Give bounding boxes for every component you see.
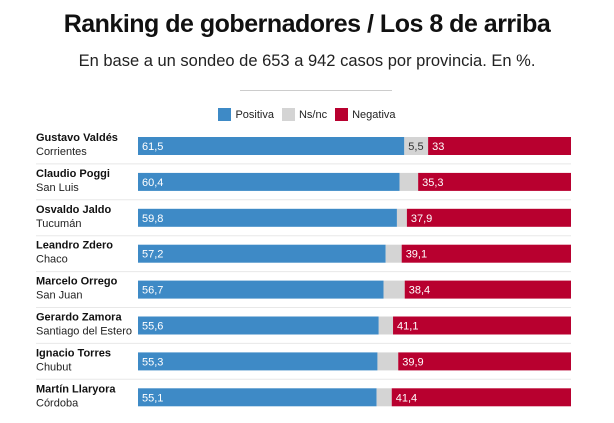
data-label: 37,9	[411, 213, 432, 225]
data-label: 55,6	[142, 321, 163, 333]
bar-negativa	[401, 244, 571, 263]
bar-negativa	[391, 388, 571, 407]
bar-nsnc	[376, 388, 392, 407]
bar-positiva	[138, 244, 386, 263]
bar-negativa	[404, 280, 571, 299]
data-label: 33	[432, 141, 444, 153]
data-label: 55,1	[142, 392, 163, 404]
divider	[240, 90, 392, 91]
data-label: 39,9	[402, 356, 423, 368]
bar-negativa	[428, 137, 571, 155]
legend-label: Ns/nc	[298, 108, 328, 121]
legend-item-negativa: Negativa	[335, 108, 396, 121]
data-label: 59,8	[142, 213, 163, 225]
governor-name: Leandro Zdero	[36, 240, 113, 252]
data-label: 41,4	[396, 392, 417, 404]
legend-label: Negativa	[352, 108, 396, 121]
bar-nsnc	[399, 172, 419, 191]
chart-subtitle: En base a un sondeo de 653 a 942 casos p…	[78, 52, 536, 70]
bar-positiva	[138, 208, 397, 227]
governor-name: Osvaldo Jaldo	[36, 204, 111, 216]
bar-nsnc	[377, 352, 399, 371]
legend-swatch	[281, 108, 295, 121]
data-label: 5,5	[408, 141, 423, 153]
legend: Positiva Ns/nc Negativa	[0, 108, 614, 121]
governor-name: Claudio Poggi	[36, 168, 110, 180]
bar-nsnc	[396, 208, 407, 227]
bar-nsnc	[378, 316, 394, 335]
bar-nsnc	[383, 280, 405, 299]
data-label: 57,2	[142, 249, 163, 261]
province-label: Santiago del Estero	[36, 326, 132, 338]
governor-name: Gerardo Zamora	[36, 312, 122, 324]
bar-positiva	[138, 352, 378, 371]
legend-item-positiva: Positiva	[218, 108, 274, 121]
governor-name: Martín Llaryora	[36, 383, 116, 395]
bar-negativa	[418, 172, 571, 191]
data-label: 35,3	[422, 177, 443, 189]
bar-positiva	[138, 137, 405, 155]
province-label: Corrientes	[36, 146, 87, 158]
bar-negativa	[398, 352, 571, 371]
province-label: Tucumán	[36, 218, 81, 230]
bar-nsnc	[404, 137, 429, 155]
data-label: 60,4	[142, 177, 163, 189]
province-label: San Luis	[36, 182, 79, 194]
data-label: 38,4	[409, 285, 430, 297]
governor-name: Marcelo Orrego	[36, 276, 118, 288]
chart-title: Ranking de gobernadores / Los 8 de arrib…	[63, 10, 551, 38]
legend-label: Positiva	[235, 108, 274, 121]
data-label: 56,7	[142, 285, 163, 297]
data-label: 55,3	[142, 356, 163, 368]
governor-name: Ignacio Torres	[36, 347, 111, 359]
governor-name: Gustavo Valdés	[36, 132, 118, 144]
bar-positiva	[138, 316, 379, 335]
data-label: 39,1	[406, 249, 427, 261]
data-label: 41,1	[397, 321, 418, 333]
data-label: 61,5	[142, 141, 163, 153]
province-label: San Juan	[36, 290, 82, 302]
bar-positiva	[138, 280, 384, 299]
legend-item-nsnc: Ns/nc	[281, 108, 328, 121]
bar-negativa	[393, 316, 571, 335]
bar-negativa	[406, 208, 571, 227]
province-label: Chaco	[36, 254, 68, 266]
province-label: Córdoba	[36, 397, 79, 409]
bar-positiva	[138, 172, 400, 191]
legend-swatch	[335, 108, 349, 121]
legend-swatch	[218, 108, 232, 121]
province-label: Chubut	[36, 361, 71, 373]
bar-nsnc	[385, 244, 402, 263]
bar-positiva	[138, 388, 377, 407]
